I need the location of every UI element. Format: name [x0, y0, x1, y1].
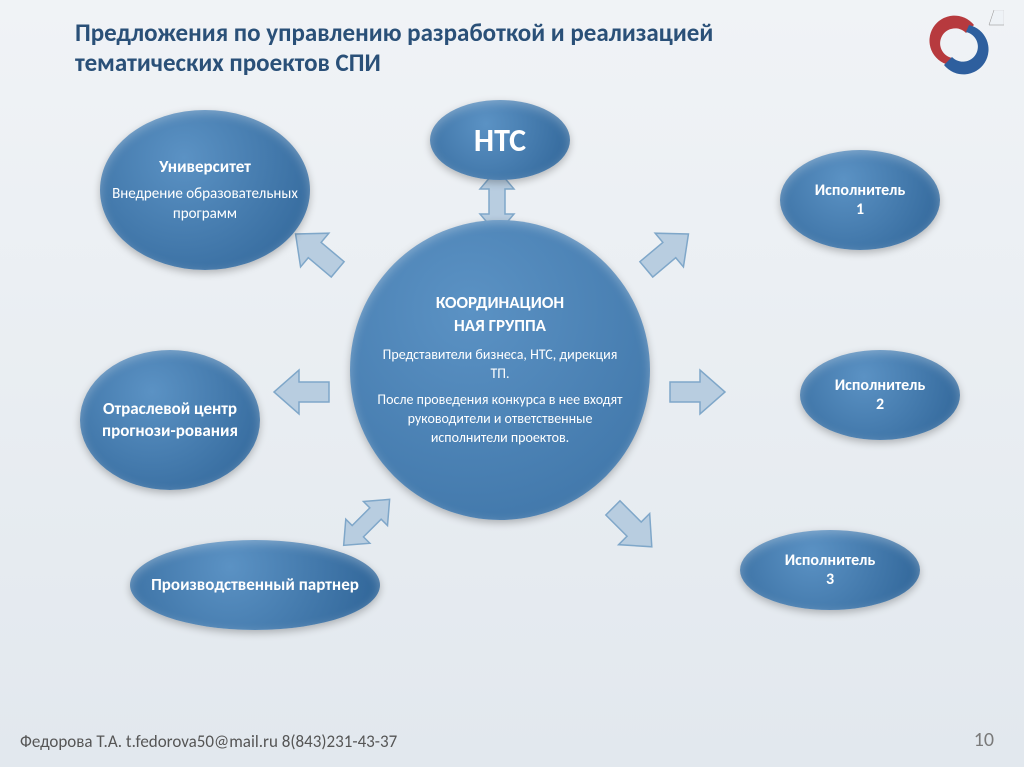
- node-industry-center: Отраслевой центр прогнози-рования: [80, 350, 260, 490]
- logo: [914, 10, 1004, 80]
- node-executor-1: Исполнитель 1: [780, 150, 940, 250]
- isp1-l2: 1: [856, 200, 864, 219]
- node-university: Университет Внедрение образовательных пр…: [100, 110, 310, 270]
- node-otr-text: Отраслевой центр прогнози-рования: [90, 398, 250, 442]
- node-uni-body: Внедрение образовательных программ: [110, 185, 300, 224]
- node-ntc: НТС: [430, 100, 570, 180]
- node-production-partner: Производственный партнер: [130, 540, 380, 630]
- isp3-l1: Исполнитель: [785, 551, 876, 570]
- node-executor-3: Исполнитель 3: [740, 530, 920, 610]
- center-title-l2: НАЯ ГРУППА: [454, 315, 546, 338]
- slide-title: Предложения по управлению разработкой и …: [75, 18, 825, 78]
- center-body-2: После проведения конкурса в нее входят р…: [360, 391, 640, 448]
- center-body-1: Представители бизнеса, НТС, дирекция ТП.: [360, 346, 640, 384]
- isp1-l1: Исполнитель: [815, 181, 906, 200]
- isp3-l2: 3: [826, 570, 834, 589]
- center-node: КООРДИНАЦИОН НАЯ ГРУППА Представители би…: [350, 220, 650, 520]
- diagram-canvas: КООРДИНАЦИОН НАЯ ГРУППА Представители би…: [0, 80, 1024, 720]
- node-uni-title: Университет: [159, 156, 251, 177]
- isp2-l2: 2: [876, 395, 884, 414]
- center-title-l1: КООРДИНАЦИОН: [436, 292, 564, 315]
- footer-contact: Федорова Т.А. t.fedorova50@mail.ru 8(843…: [20, 731, 397, 752]
- isp2-l1: Исполнитель: [835, 376, 926, 395]
- page-number: 10: [974, 728, 994, 752]
- node-executor-2: Исполнитель 2: [800, 350, 960, 440]
